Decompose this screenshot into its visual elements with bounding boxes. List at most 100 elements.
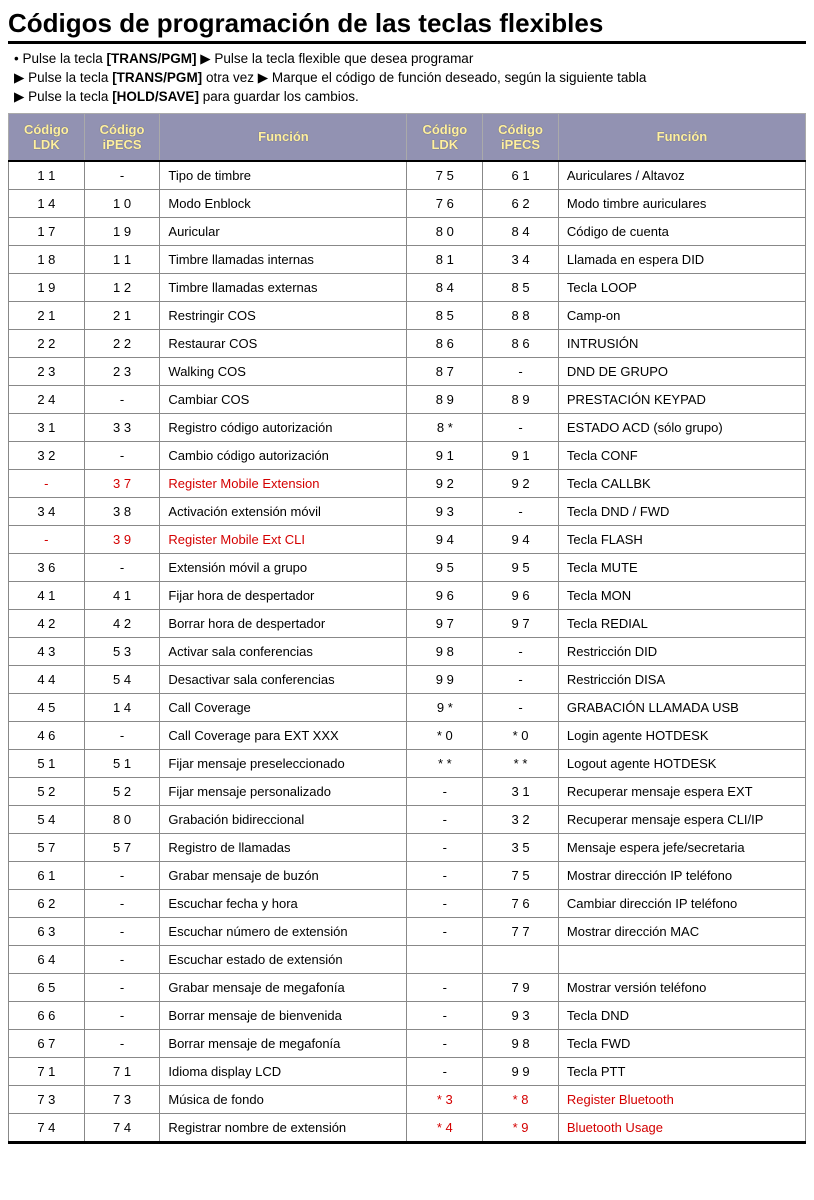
cell-ldk-code: 5 4	[9, 805, 85, 833]
instruction-line-2: ▶ Pulse la tecla [TRANS/PGM] otra vez ▶ …	[14, 69, 806, 88]
cell-ipecs-code: 7 1	[84, 1057, 160, 1085]
cell-ipecs-code: -	[84, 441, 160, 469]
cell-function: Timbre llamadas externas	[160, 273, 407, 301]
table-row: 5 25 2Fijar mensaje personalizado-3 1Rec…	[9, 777, 806, 805]
cell-ldk-code: -	[407, 1029, 483, 1057]
cell-ipecs-code: 5 2	[84, 777, 160, 805]
cell-ldk-code: 4 3	[9, 637, 85, 665]
cell-ipecs-code: 7 9	[483, 973, 559, 1001]
cell-ipecs-code: 9 2	[483, 469, 559, 497]
cell-ipecs-code: -	[84, 917, 160, 945]
cell-ldk-code: -	[407, 917, 483, 945]
cell-ldk-code: 6 1	[9, 861, 85, 889]
cell-function: Registro código autorización	[160, 413, 407, 441]
cell-ldk-code: 6 7	[9, 1029, 85, 1057]
cell-ldk-code: 9 7	[407, 609, 483, 637]
cell-ipecs-code: 5 3	[84, 637, 160, 665]
cell-function: Música de fondo	[160, 1085, 407, 1113]
cell-ldk-code: 2 2	[9, 329, 85, 357]
cell-ipecs-code	[483, 945, 559, 973]
cell-function: Logout agente HOTDESK	[558, 749, 805, 777]
cell-ipecs-code: 7 5	[483, 861, 559, 889]
table-row: 6 7-Borrar mensaje de megafonía-9 8Tecla…	[9, 1029, 806, 1057]
cell-function: ESTADO ACD (sólo grupo)	[558, 413, 805, 441]
cell-ldk-code: 4 4	[9, 665, 85, 693]
cell-ldk-code: -	[407, 861, 483, 889]
table-row: 5 15 1Fijar mensaje preseleccionado* ** …	[9, 749, 806, 777]
cell-function: Register Bluetooth	[558, 1085, 805, 1113]
header-ldk-1: Código LDK	[9, 113, 85, 161]
cell-function: Register Mobile Extension	[160, 469, 407, 497]
cell-function: Mostrar dirección IP teléfono	[558, 861, 805, 889]
table-row: 6 3-Escuchar número de extensión-7 7Most…	[9, 917, 806, 945]
cell-ldk-code: 6 5	[9, 973, 85, 1001]
cell-function: Escuchar estado de extensión	[160, 945, 407, 973]
cell-ldk-code: 9 5	[407, 553, 483, 581]
key-trans-pgm: [TRANS/PGM]	[107, 51, 197, 66]
table-row: 3 43 8Activación extensión móvil9 3-Tecl…	[9, 497, 806, 525]
cell-ldk-code: -	[407, 833, 483, 861]
instruction-line-1: Pulse la tecla [TRANS/PGM] ▶ Pulse la te…	[14, 50, 806, 69]
cell-ipecs-code: -	[483, 413, 559, 441]
cell-ipecs-code: -	[483, 693, 559, 721]
cell-ipecs-code: 6 1	[483, 161, 559, 190]
table-row: 3 13 3Registro código autorización8 *-ES…	[9, 413, 806, 441]
cell-ldk-code: 3 6	[9, 553, 85, 581]
cell-ipecs-code: -	[483, 637, 559, 665]
cell-ipecs-code: 2 3	[84, 357, 160, 385]
table-row: 1 81 1Timbre llamadas internas8 13 4Llam…	[9, 245, 806, 273]
cell-ipecs-code: 9 6	[483, 581, 559, 609]
cell-function: PRESTACIÓN KEYPAD	[558, 385, 805, 413]
cell-ipecs-code: 8 0	[84, 805, 160, 833]
cell-ipecs-code: 9 9	[483, 1057, 559, 1085]
cell-ipecs-code: -	[84, 553, 160, 581]
cell-ipecs-code: 7 3	[84, 1085, 160, 1113]
cell-ldk-code: 3 1	[9, 413, 85, 441]
cell-ipecs-code: 4 1	[84, 581, 160, 609]
cell-ldk-code: 7 4	[9, 1113, 85, 1142]
cell-ldk-code: 2 4	[9, 385, 85, 413]
cell-ipecs-code: 9 7	[483, 609, 559, 637]
cell-ldk-code: 1 4	[9, 189, 85, 217]
cell-function: Restaurar COS	[160, 329, 407, 357]
table-row: 6 5-Grabar mensaje de megafonía-7 9Mostr…	[9, 973, 806, 1001]
cell-ipecs-code: 7 6	[483, 889, 559, 917]
cell-ldk-code: -	[407, 973, 483, 1001]
cell-ipecs-code: 8 4	[483, 217, 559, 245]
cell-ipecs-code: -	[84, 1029, 160, 1057]
cell-ldk-code: -	[407, 1001, 483, 1029]
cell-ipecs-code: -	[483, 497, 559, 525]
cell-ipecs-code: 7 4	[84, 1113, 160, 1142]
cell-function: Modo Enblock	[160, 189, 407, 217]
table-row: 2 12 1Restringir COS8 58 8Camp-on	[9, 301, 806, 329]
cell-function: Tecla REDIAL	[558, 609, 805, 637]
cell-ldk-code: 1 7	[9, 217, 85, 245]
cell-ldk-code: 5 2	[9, 777, 85, 805]
table-row: 2 22 2Restaurar COS8 68 6INTRUSIÓN	[9, 329, 806, 357]
cell-ipecs-code: 1 1	[84, 245, 160, 273]
cell-function: Tecla DND / FWD	[558, 497, 805, 525]
cell-function: Register Mobile Ext CLI	[160, 525, 407, 553]
table-row: 5 48 0Grabación bidireccional-3 2Recuper…	[9, 805, 806, 833]
cell-function: Tecla DND	[558, 1001, 805, 1029]
cell-function: Auriculares / Altavoz	[558, 161, 805, 190]
table-row: -3 9Register Mobile Ext CLI9 49 4Tecla F…	[9, 525, 806, 553]
cell-ipecs-code: 8 5	[483, 273, 559, 301]
cell-ipecs-code: -	[84, 161, 160, 190]
cell-ldk-code: 8 7	[407, 357, 483, 385]
cell-ldk-code: 5 7	[9, 833, 85, 861]
cell-function: Tecla CONF	[558, 441, 805, 469]
cell-ipecs-code: -	[84, 721, 160, 749]
cell-ldk-code: 7 3	[9, 1085, 85, 1113]
cell-ldk-code: 7 1	[9, 1057, 85, 1085]
cell-ipecs-code: * 8	[483, 1085, 559, 1113]
cell-function: DND DE GRUPO	[558, 357, 805, 385]
header-ldk-2: Código LDK	[407, 113, 483, 161]
cell-ipecs-code: 5 7	[84, 833, 160, 861]
cell-ldk-code: -	[407, 777, 483, 805]
table-row: 2 32 3Walking COS8 7-DND DE GRUPO	[9, 357, 806, 385]
cell-ldk-code: 1 8	[9, 245, 85, 273]
cell-ldk-code: 2 3	[9, 357, 85, 385]
cell-function: Grabar mensaje de megafonía	[160, 973, 407, 1001]
table-row: 6 2-Escuchar fecha y hora-7 6Cambiar dir…	[9, 889, 806, 917]
